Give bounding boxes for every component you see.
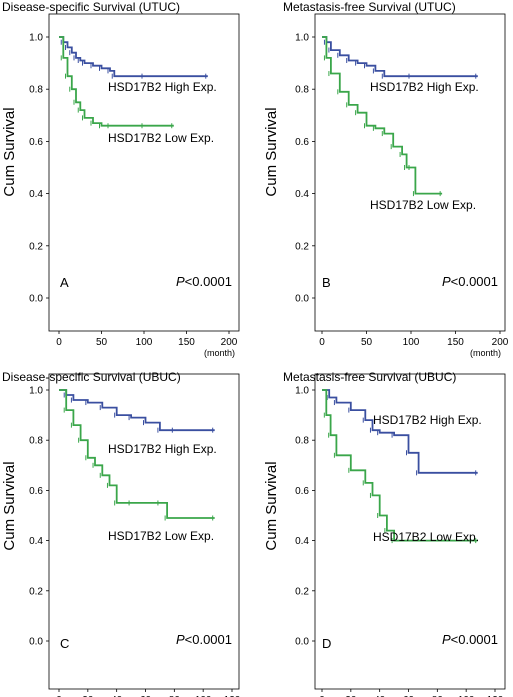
p-value: P<0.0001: [442, 274, 498, 289]
y-tick-label: 0.6: [29, 137, 43, 148]
panel-title: Metastasis-free Survival (UBUC): [283, 370, 456, 384]
y-tick-label: 0.6: [295, 137, 309, 148]
panel-letter: B: [322, 275, 331, 290]
series-line-low: [59, 36, 174, 127]
x-unit-label: (month): [204, 348, 235, 358]
x-tick-label: 50: [96, 337, 108, 348]
x-tick-label: 0: [56, 695, 62, 697]
x-tick-label: 100: [458, 695, 475, 697]
series-label-low: HSD17B2 Low Exp.: [108, 131, 214, 145]
x-tick-label: 0: [319, 695, 325, 697]
y-tick-label: 0.0: [295, 637, 309, 648]
panel-title: Disease-specific Survival (UTUC): [2, 0, 180, 14]
x-tick-label: 80: [169, 695, 181, 697]
x-tick-label: 200: [492, 337, 509, 348]
x-tick-label: 60: [140, 695, 152, 697]
y-tick-label: 0.0: [29, 637, 43, 648]
x-tick-label: 120: [224, 695, 241, 697]
x-tick-label: 50: [361, 337, 373, 348]
y-tick-label: 0.4: [295, 189, 309, 200]
y-tick-label: 1.0: [29, 33, 43, 44]
panel-title: Disease-specific Survival (UBUC): [2, 370, 181, 384]
x-tick-label: 40: [374, 695, 386, 697]
y-tick-label: 0.8: [29, 85, 43, 96]
y-axis-label: Cum Survival: [263, 107, 280, 196]
panel-c: Disease-specific Survival (UBUC) Cum Surv…: [1, 370, 241, 697]
p-value: P<0.0001: [176, 274, 232, 289]
y-tick-label: 0.0: [295, 294, 309, 305]
series-line-high: [59, 36, 208, 78]
x-tick-label: 0: [56, 337, 62, 348]
x-tick-label: 20: [82, 695, 94, 697]
y-tick-label: 0.6: [295, 486, 309, 497]
series-line-low: [322, 389, 478, 542]
series-line-high: [59, 389, 215, 432]
series-label-low: HSD17B2 Low Exp.: [373, 530, 479, 544]
x-tick-label: 150: [447, 337, 464, 348]
x-tick-label: 200: [221, 337, 238, 348]
y-tick-label: 0.8: [295, 436, 309, 447]
plot-frame: [314, 13, 506, 332]
series-label-low: HSD17B2 Low Exp.: [370, 198, 476, 212]
y-axis-label: Cum Survival: [263, 461, 280, 550]
y-tick-label: 0.4: [29, 536, 43, 547]
x-unit-label: (month): [470, 348, 501, 358]
y-tick-label: 1.0: [29, 386, 43, 397]
y-tick-label: 0.6: [29, 486, 43, 497]
y-tick-label: 0.2: [29, 241, 43, 252]
plot-frame: [48, 373, 240, 690]
y-tick-label: 1.0: [295, 33, 309, 44]
x-tick-label: 100: [136, 337, 153, 348]
series-label-high: HSD17B2 High Exp.: [370, 80, 479, 94]
y-tick-label: 1.0: [295, 386, 309, 397]
panel-letter: A: [60, 275, 69, 290]
x-tick-label: 20: [345, 695, 357, 697]
x-tick-label: 60: [403, 695, 415, 697]
panel-b: Metastasis-free Survival (UTUC) Cum Survi…: [263, 0, 509, 358]
y-axis-label: Cum Survival: [1, 107, 18, 196]
x-tick-label: 120: [487, 695, 504, 697]
x-tick-label: 100: [195, 695, 212, 697]
x-tick-label: 80: [432, 695, 444, 697]
y-tick-label: 0.2: [295, 241, 309, 252]
p-value: P<0.0001: [176, 632, 232, 647]
y-axis-label: Cum Survival: [1, 461, 18, 550]
x-tick-label: 150: [178, 337, 195, 348]
y-tick-label: 0.2: [295, 586, 309, 597]
y-tick-label: 0.8: [295, 85, 309, 96]
x-tick-label: 40: [111, 695, 123, 697]
y-tick-label: 0.4: [29, 189, 43, 200]
series-label-high: HSD17B2 High Exp.: [108, 80, 217, 94]
plot-frame: [314, 373, 506, 690]
panel-letter: D: [322, 636, 331, 651]
y-tick-label: 0.2: [29, 586, 43, 597]
x-tick-label: 0: [319, 337, 325, 348]
panel-d: Metastasis-free Survival (UBUC) Cum Survi…: [263, 370, 506, 697]
series-line-high: [322, 36, 478, 78]
series-label-high: HSD17B2 High Exp.: [373, 413, 482, 427]
x-tick-label: 100: [403, 337, 420, 348]
y-tick-label: 0.4: [295, 536, 309, 547]
p-value: P<0.0001: [442, 632, 498, 647]
y-tick-label: 0.8: [29, 436, 43, 447]
y-tick-label: 0.0: [29, 294, 43, 305]
series-line-high: [322, 389, 478, 474]
panel-letter: C: [60, 636, 69, 651]
series-line-low: [322, 36, 443, 195]
series-line-low: [59, 389, 215, 519]
series-label-high: HSD17B2 High Exp.: [108, 442, 217, 456]
panel-title: Metastasis-free Survival (UTUC): [283, 0, 456, 14]
series-label-low: HSD17B2 Low Exp.: [108, 529, 214, 543]
panel-a: Disease-specific Survival (UTUC) Cum Surv…: [1, 0, 240, 358]
